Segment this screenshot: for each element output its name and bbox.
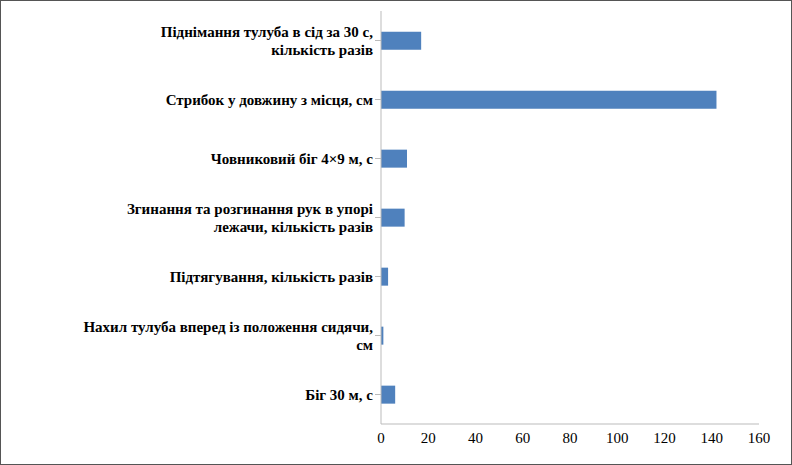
svg-text:40: 40 <box>468 430 483 446</box>
svg-text:Підтягування, кількість разів: Підтягування, кількість разів <box>170 269 373 285</box>
svg-text:120: 120 <box>653 430 676 446</box>
svg-text:80: 80 <box>563 430 578 446</box>
svg-text:100: 100 <box>606 430 629 446</box>
svg-text:Стрибок у довжину з місця, см: Стрибок у довжину з місця, см <box>166 92 373 108</box>
svg-text:Піднімання тулуба в сід за 30: Піднімання тулуба в сід за 30 с,кількіст… <box>161 24 373 58</box>
svg-text:Біг 30 м, с: Біг 30 м, с <box>305 387 373 403</box>
svg-text:Човниковий біг 4×9 м, с: Човниковий біг 4×9 м, с <box>211 151 373 167</box>
svg-text:20: 20 <box>421 430 436 446</box>
svg-text:140: 140 <box>701 430 724 446</box>
svg-text:Згинання та розгинання рук в у: Згинання та розгинання рук в упорілежачи… <box>127 201 373 235</box>
svg-text:160: 160 <box>748 430 771 446</box>
svg-text:0: 0 <box>377 430 385 446</box>
svg-text:Нахил тулуба вперед із положен: Нахил тулуба вперед із положення сидячи,… <box>83 319 373 353</box>
svg-text:60: 60 <box>515 430 530 446</box>
